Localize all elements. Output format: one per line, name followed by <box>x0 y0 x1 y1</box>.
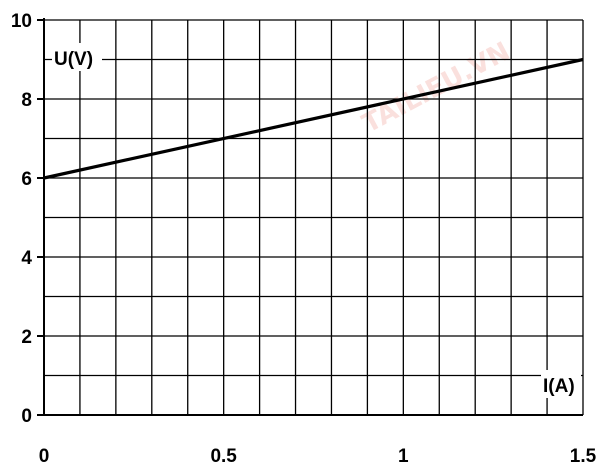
x-tick-label: 0.5 <box>210 446 237 467</box>
watermark-text: TAILIEU.VN <box>358 37 515 140</box>
y-tick-label: 6 <box>21 169 32 190</box>
tick-labels: 0 2 4 6 8 10 0 0.5 1 1.5 <box>11 11 596 467</box>
y-tick-label: 10 <box>11 11 32 32</box>
ylabel-backing <box>52 43 102 71</box>
xlabel-backing <box>541 370 581 398</box>
x-tick-label: 1.5 <box>570 446 596 467</box>
x-tick-label: 1 <box>398 446 409 467</box>
y-tick-label: 8 <box>21 90 32 111</box>
x-tick-label: 0 <box>39 446 50 467</box>
y-tick-label: 0 <box>21 406 32 427</box>
x-axis-title: I(A) <box>543 376 575 397</box>
watermark: TAILIEU.VN <box>358 37 515 140</box>
series-line <box>43 57 584 180</box>
axes <box>37 18 583 416</box>
y-axis-title: U(V) <box>54 49 93 70</box>
y-tick-label: 4 <box>21 248 32 269</box>
grid <box>44 19 584 415</box>
series-layer <box>43 57 584 180</box>
y-tick-label: 2 <box>21 327 32 348</box>
